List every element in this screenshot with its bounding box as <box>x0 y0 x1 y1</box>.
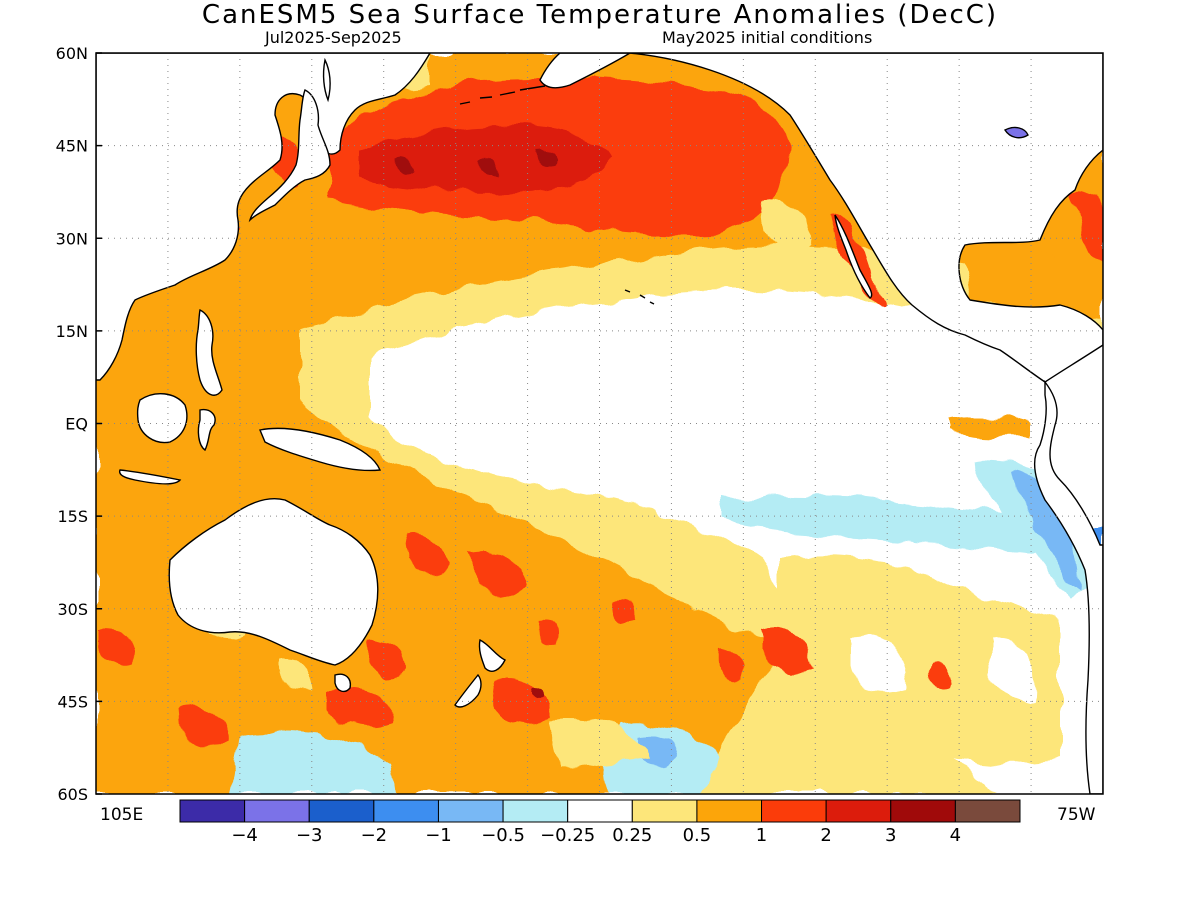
field-light-orange-south <box>780 556 1060 764</box>
lat-label: 45S <box>57 692 88 711</box>
colorbar-swatch <box>890 799 956 823</box>
land-sakhalin <box>322 57 331 103</box>
initial-conditions: May2025 initial conditions <box>662 28 873 47</box>
field-dark-red-south <box>529 687 543 701</box>
colorbar-label: 2 <box>820 825 831 846</box>
land-philippines <box>195 308 223 396</box>
colorbar-swatch <box>631 799 698 823</box>
colorbar-label: 1 <box>756 825 767 846</box>
lat-label: 45N <box>56 137 88 156</box>
map-title: CanESM5 Sea Surface Temperature Anomalie… <box>201 0 999 30</box>
land-baja <box>834 214 873 299</box>
colorbar-swatch <box>567 799 633 823</box>
field-red-orange-east-coast <box>1070 188 1103 270</box>
colorbar-label: −2 <box>361 825 388 846</box>
colorbar-swatch <box>825 799 892 823</box>
colorbar-swatch <box>696 799 763 823</box>
field-dark-red-np <box>395 149 554 176</box>
colorbar-label: 0.5 <box>683 825 712 846</box>
colorbar-swatch <box>502 799 569 823</box>
lon-label-east: 75W <box>1057 805 1096 825</box>
field-red-orange-tasman <box>368 639 550 726</box>
colorbar-swatch <box>244 799 310 823</box>
colorbar: −4 −3 −2 −1 −0.5 −0.25 0.25 0.5 1 2 3 4 <box>179 799 1021 846</box>
land-aleutians <box>459 85 546 105</box>
colorbar-swatch <box>373 799 439 823</box>
land-tasmania <box>334 673 352 693</box>
colorbar-label: −0.25 <box>540 825 595 846</box>
land-java <box>118 469 182 485</box>
lat-label: 15S <box>57 507 88 526</box>
field-red-orange-coral <box>405 534 525 597</box>
land-new-zealand-north <box>478 638 506 672</box>
land-new-zealand-south <box>454 673 482 708</box>
field-light-orange-ne <box>760 199 815 254</box>
land-borneo <box>136 393 188 444</box>
land-south-america <box>1033 379 1103 794</box>
lat-label: 30S <box>57 600 88 619</box>
land-sulawesi <box>197 408 216 452</box>
land-new-guinea <box>259 427 382 472</box>
lat-label: 30N <box>56 229 88 248</box>
colorbar-label: −4 <box>231 825 258 846</box>
latitude-labels: 60N 45N 30N 15N EQ 15S 30S 45S 60S <box>56 44 102 804</box>
lon-label-west: 105E <box>100 805 143 825</box>
forecast-period: Jul2025-Sep2025 <box>265 28 402 47</box>
land-hawaii <box>624 289 655 305</box>
colorbar-swatch <box>179 799 246 823</box>
field-orange-eq-east <box>950 417 1030 439</box>
lat-label: 15N <box>56 322 88 341</box>
colorbar-label: −1 <box>425 825 452 846</box>
lat-label: 60N <box>56 44 88 63</box>
lat-label: EQ <box>65 415 88 434</box>
field-light-orange-sw-gaps <box>200 599 650 770</box>
field-blue-south2 <box>640 733 678 767</box>
field-light-blue-se <box>720 495 1090 560</box>
land-asia <box>96 53 431 381</box>
colorbar-swatch <box>308 799 375 823</box>
field-light-blue-south <box>230 731 395 794</box>
land-australia <box>168 498 379 666</box>
colorbar-label: 0.25 <box>612 825 652 846</box>
colorbar-label: −3 <box>296 825 323 846</box>
land-japan <box>248 89 331 223</box>
field-white-south <box>850 637 1036 703</box>
colorbar-label: −0.5 <box>481 825 525 846</box>
land-great-lakes <box>1003 126 1029 139</box>
colorbar-swatch <box>761 799 827 823</box>
field-orange-gulf <box>960 244 1103 320</box>
colorbar-label: 3 <box>885 825 896 846</box>
land-alaska <box>539 53 632 89</box>
lat-label: 60S <box>57 785 88 804</box>
coastlines <box>96 53 1103 794</box>
colorbar-label: 4 <box>950 825 961 846</box>
land-north-america <box>629 53 1103 383</box>
colorbar-swatch <box>954 799 1021 823</box>
field-blue-peru <box>1010 470 1080 590</box>
colorbar-swatch <box>437 799 504 823</box>
